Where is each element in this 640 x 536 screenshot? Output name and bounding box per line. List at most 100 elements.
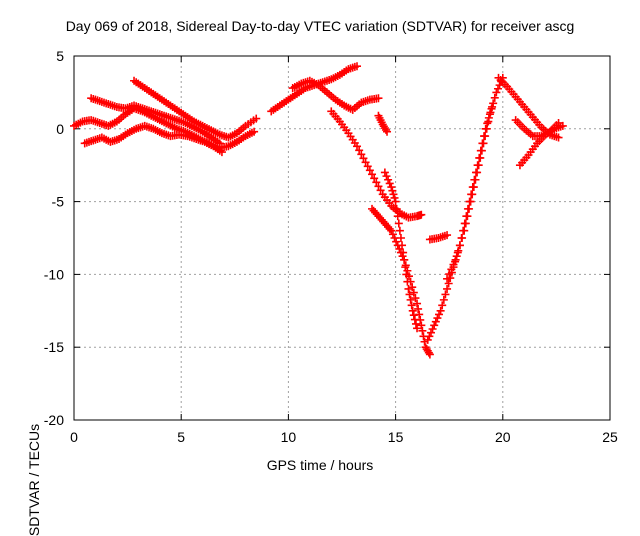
data-point [411, 319, 420, 328]
data-point [554, 133, 563, 142]
series-track-4 [130, 76, 261, 142]
data-point [444, 279, 453, 288]
data-point [443, 274, 452, 283]
data-point [474, 161, 483, 170]
data-points [70, 62, 567, 359]
data-point [393, 212, 402, 221]
data-point [399, 248, 408, 257]
data-point [425, 350, 434, 359]
data-point [411, 294, 420, 303]
series-track-5 [267, 62, 362, 116]
data-point [408, 283, 417, 292]
data-point [493, 84, 502, 93]
data-point [405, 290, 414, 299]
data-point [217, 148, 226, 157]
data-point [430, 321, 439, 330]
data-point [469, 183, 478, 192]
x-tick-label: 10 [281, 429, 297, 445]
data-point [391, 197, 400, 206]
data-point [388, 186, 397, 195]
data-point [396, 234, 405, 242]
data-point [406, 295, 415, 304]
data-point [428, 325, 437, 333]
data-point [361, 158, 370, 167]
data-point [374, 182, 383, 191]
x-tick-label: 0 [70, 429, 78, 445]
data-point [453, 248, 462, 257]
data-point [492, 88, 501, 97]
data-point [455, 241, 464, 250]
y-tick-label: -10 [44, 266, 64, 282]
data-point [392, 237, 401, 246]
data-point [408, 306, 417, 315]
data-point [355, 146, 364, 155]
data-point [409, 311, 418, 320]
data-point [398, 241, 407, 250]
data-point [388, 230, 397, 239]
data-point [452, 252, 461, 261]
data-point [435, 310, 444, 319]
y-tick-label: -15 [44, 339, 64, 355]
data-point [481, 132, 490, 141]
data-point [490, 93, 499, 102]
data-point [384, 175, 393, 184]
tick-labels: 0 5 10 15 20 25 -20 -15 -10 -5 0 5 [44, 48, 618, 445]
data-point [400, 255, 409, 264]
data-point [250, 127, 259, 136]
data-point [382, 172, 391, 181]
data-point [477, 146, 486, 155]
data-point [458, 234, 467, 242]
x-tick-label: 15 [388, 429, 404, 445]
data-point [468, 190, 477, 199]
series-track-3 [80, 121, 226, 157]
data-point [413, 324, 422, 333]
data-point [482, 124, 491, 133]
data-point [461, 219, 470, 228]
data-point [489, 99, 498, 108]
data-point [447, 265, 456, 274]
data-point [414, 304, 423, 313]
data-point [374, 94, 383, 103]
data-point [380, 168, 389, 177]
sdtvar-chart: 0 5 10 15 20 25 -20 -15 -10 -5 0 5 [43, 48, 618, 445]
data-point [445, 270, 454, 279]
data-point [443, 231, 452, 240]
data-point [365, 166, 374, 175]
data-point [402, 270, 411, 279]
data-point [387, 183, 396, 192]
data-point [466, 197, 475, 206]
y-tick-label: 0 [56, 121, 64, 137]
data-point [425, 332, 434, 341]
x-tick-label: 20 [495, 429, 511, 445]
y-tick-label: -20 [44, 412, 64, 428]
data-point [443, 284, 452, 293]
data-point [387, 226, 396, 235]
data-point [476, 153, 485, 162]
data-point [487, 104, 496, 113]
data-point [460, 226, 469, 235]
data-point [392, 204, 401, 213]
data-point [368, 170, 377, 179]
x-tick-label: 5 [177, 429, 185, 445]
data-point [433, 314, 442, 323]
data-point [359, 154, 368, 163]
data-point [395, 226, 404, 235]
plot-area-border [73, 55, 611, 421]
series-track-16 [511, 116, 563, 141]
data-point [385, 179, 394, 188]
series-track-12 [425, 231, 452, 244]
data-point [372, 178, 381, 187]
y-tick-label: -5 [52, 194, 65, 210]
data-point [424, 348, 433, 357]
data-point [449, 260, 458, 269]
data-point [417, 210, 426, 219]
data-point [383, 127, 392, 136]
y-tick-label: 5 [56, 48, 64, 64]
data-point [417, 321, 426, 330]
data-point [436, 306, 445, 315]
series-track-9 [380, 168, 422, 333]
data-point [465, 204, 474, 213]
data-point [413, 299, 422, 308]
data-point [554, 118, 563, 127]
data-point [438, 301, 447, 310]
